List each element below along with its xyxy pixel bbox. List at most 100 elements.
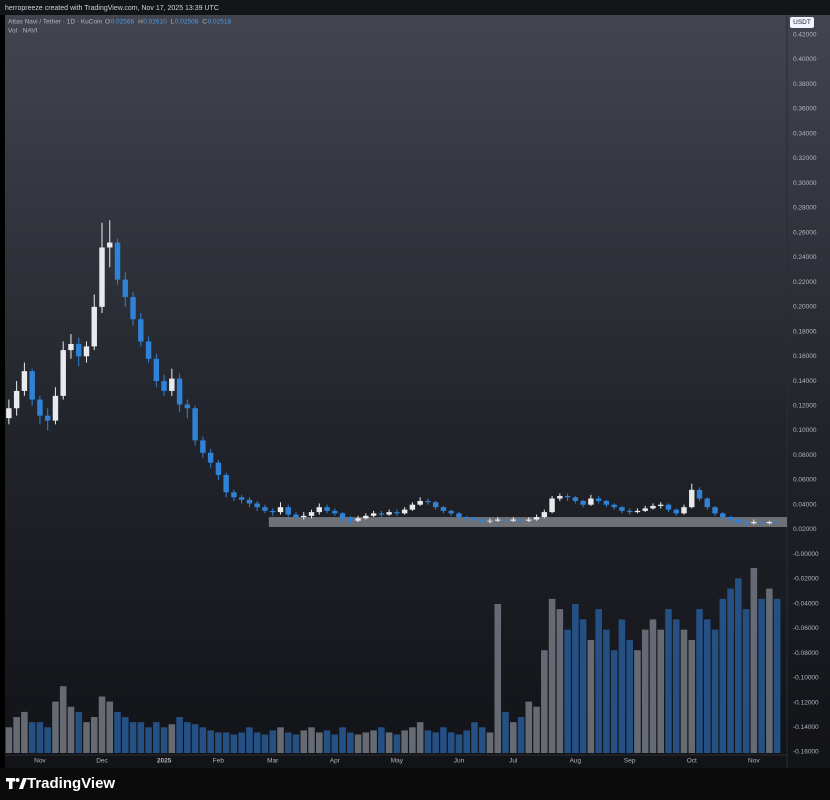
y-tick-label: 0.18000 (793, 328, 817, 335)
candle-body (425, 500, 431, 503)
volume-bar (401, 730, 408, 753)
y-tick-label: 0.32000 (793, 155, 817, 162)
volume-bar (269, 730, 276, 753)
volume-bar (665, 609, 672, 753)
volume-bar (672, 619, 680, 753)
x-tick-label: Aug (570, 758, 582, 765)
candle-body (13, 390, 20, 409)
volume-bar (230, 734, 238, 753)
candle-body (37, 399, 43, 416)
y-tick-label: 0.08000 (793, 452, 817, 459)
volume-bar (160, 727, 168, 753)
candle-body (634, 510, 641, 513)
volume-bar (362, 732, 370, 753)
volume-bar (727, 588, 734, 753)
candle-body (60, 350, 66, 396)
candle-body (665, 504, 672, 510)
candle-body (448, 510, 454, 514)
volume-bar (688, 639, 696, 753)
volume-bar (440, 727, 447, 753)
candle-body (347, 518, 354, 521)
currency-badge (790, 17, 814, 28)
candle-body (689, 489, 695, 508)
volume-bar (750, 568, 758, 753)
volume-bar (533, 706, 540, 753)
y-tick-label: -0.12000 (793, 699, 819, 706)
candle-body (595, 498, 602, 501)
currency-label: USDT (793, 19, 811, 26)
volume-bar (502, 711, 509, 753)
footer-bar (0, 768, 830, 800)
candle-body (409, 504, 416, 510)
candle-body (619, 507, 625, 511)
y-tick-label: 0.16000 (793, 353, 817, 360)
candle-body (68, 343, 74, 351)
volume-bar (28, 722, 36, 753)
volume-bar (393, 734, 401, 753)
volume-bar (587, 639, 595, 753)
volume-bar (579, 619, 587, 753)
candle-body (277, 507, 284, 513)
candle-body (270, 510, 276, 513)
candle-body (122, 279, 128, 297)
volume-bar (742, 609, 750, 753)
y-tick-label: 0.34000 (793, 130, 817, 137)
legend-ohlc-key: H (138, 19, 143, 26)
y-tick-label: 0.04000 (793, 501, 817, 508)
volume-bar (525, 701, 533, 753)
volume-bar (370, 730, 377, 753)
volume-bar (711, 629, 719, 753)
volume-bar (316, 732, 323, 753)
y-tick-label: -0.04000 (793, 600, 819, 607)
candle-body (564, 496, 571, 498)
candle-body (401, 509, 408, 514)
volume-bar (199, 727, 207, 753)
volume-bar (323, 730, 331, 753)
candle-body (696, 489, 703, 499)
brand-logo (6, 778, 27, 789)
legend: Attas Navi / Tether · 1D · KuCoin O 0.025… (8, 19, 231, 35)
candle-body (611, 504, 617, 508)
candle-body (603, 500, 610, 505)
volume-bar (517, 717, 525, 753)
volume-bar (416, 722, 424, 753)
candle-body (626, 510, 633, 513)
volume-bar (308, 727, 315, 753)
volume-bar (610, 650, 618, 753)
candle-body (471, 518, 478, 520)
candle-body (301, 515, 307, 518)
y-tick-label: 0.24000 (793, 254, 817, 261)
candle-body (355, 518, 361, 521)
volume-bar (378, 727, 385, 753)
candle-body (541, 512, 548, 518)
volume-bar (153, 722, 160, 753)
volume-bar (184, 722, 191, 753)
volume-bar (253, 732, 261, 753)
y-tick-label: 0.42000 (793, 32, 817, 39)
volume-bar (98, 696, 106, 753)
volume-bar (385, 732, 393, 753)
legend-ohlc-key: C (202, 19, 207, 26)
volume-bar (261, 734, 269, 753)
y-tick-label: 0.14000 (793, 378, 817, 385)
volume-bar (478, 727, 486, 753)
candle-body (324, 507, 330, 511)
volume-bar (331, 734, 339, 753)
candle-body (386, 512, 392, 515)
marks: 0.42000 0.40000 0.38000 0.36000 0.34000 0.320… (5, 32, 819, 765)
candle-body (262, 507, 268, 511)
legend-volume: Vol · NAVI (8, 28, 38, 35)
volume-bar (145, 727, 152, 753)
volume-bar (238, 732, 245, 753)
y-tick-label: 0.40000 (793, 56, 817, 63)
candle-body (588, 498, 594, 505)
volume-bar (176, 717, 183, 753)
candle-body (192, 408, 198, 441)
volume-bar (618, 619, 626, 753)
volume-bar (548, 598, 556, 753)
candle-body (658, 504, 664, 506)
x-tick-label: Oct (687, 758, 697, 765)
volume-bar (129, 722, 137, 753)
legend-ohlc-key: O (105, 19, 110, 26)
